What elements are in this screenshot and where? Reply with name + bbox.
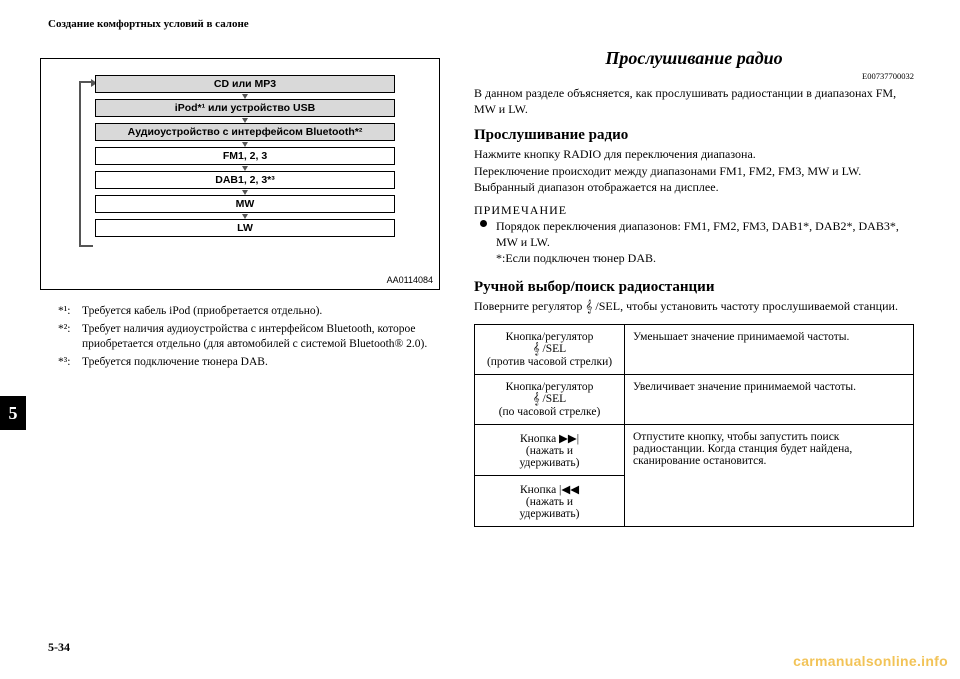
diagram-row: DAB1, 2, 3*³ <box>95 171 395 189</box>
diagram-row: CD или MP3 <box>95 75 395 93</box>
mode-cycle-diagram: CD или MP3 iPod*¹ или устройство USB Аудио… <box>40 58 440 290</box>
controls-table: Кнопка/регулятор𝄞 /SEL(против часовой ст… <box>474 324 914 527</box>
diagram-row: MW <box>95 195 395 213</box>
diagram-row: Аудиоустройство с интерфейсом Bluetooth*… <box>95 123 395 141</box>
table-row: Кнопка ▶▶|(нажать иудерживать)Отпустите … <box>475 424 914 475</box>
paragraph: Переключение происходит между диапазонам… <box>474 163 914 179</box>
diagram-code: AA0114084 <box>387 275 433 285</box>
control-desc-cell: Уменьшает значение принимаемой частоты. <box>625 324 914 374</box>
table-row: Кнопка/регулятор𝄞 /SEL(по часовой стрелк… <box>475 374 914 424</box>
paragraph: Нажмите кнопку RADIO для переключения ди… <box>474 146 914 162</box>
left-column: CD или MP3 iPod*¹ или устройство USB Аудио… <box>30 18 450 527</box>
watermark: carmanualsonline.info <box>793 653 948 669</box>
footnote: *³:Требуется подключение тюнера DAB. <box>58 355 450 371</box>
bullet-icon <box>480 220 487 227</box>
topic-code: E00737700032 <box>474 71 914 81</box>
intro-paragraph: В данном разделе объясняется, как прослу… <box>474 85 914 117</box>
footnote: *²:Требует наличия аудиоустройства с инт… <box>58 322 450 353</box>
control-name-cell: Кнопка/регулятор𝄞 /SEL(против часовой ст… <box>475 324 625 374</box>
subheading-listen: Прослушивание радио <box>474 127 914 144</box>
diagram-row: iPod*¹ или устройство USB <box>95 99 395 117</box>
paragraph: Выбранный диапазон отображается на диспл… <box>474 179 914 195</box>
control-name-cell: Кнопка/регулятор𝄞 /SEL(по часовой стрелк… <box>475 374 625 424</box>
note-label: ПРИМЕЧАНИЕ <box>474 203 914 218</box>
control-name-cell: Кнопка |◀◀(нажать иудерживать) <box>475 475 625 526</box>
page-number: 5-34 <box>48 640 70 655</box>
table-row: Кнопка/регулятор𝄞 /SEL(против часовой ст… <box>475 324 914 374</box>
page-title: Прослушивание радио <box>474 48 914 69</box>
paragraph: Поверните регулятор 𝄞 /SEL, чтобы устано… <box>474 298 914 314</box>
footnotes: *¹:Требуется кабель iPod (приобретается … <box>58 304 450 370</box>
note-text: Порядок переключения диапазонов: FM1, FM… <box>496 219 899 249</box>
control-name-cell: Кнопка ▶▶|(нажать иудерживать) <box>475 424 625 475</box>
note-subtext: *:Если подключен тюнер DAB. <box>496 251 656 265</box>
diagram-row: FM1, 2, 3 <box>95 147 395 165</box>
subheading-manual: Ручной выбор/поиск радиостанции <box>474 279 914 296</box>
control-desc-cell: Увеличивает значение принимаемой частоты… <box>625 374 914 424</box>
control-desc-cell: Отпустите кнопку, чтобы запустить поиск … <box>625 424 914 526</box>
section-header: Создание комфортных условий в салоне <box>48 18 249 30</box>
footnote: *¹:Требуется кабель iPod (приобретается … <box>58 304 450 320</box>
diagram-row: LW <box>95 219 395 237</box>
right-column: Прослушивание радио E00737700032 В данно… <box>474 18 914 527</box>
note-body: Порядок переключения диапазонов: FM1, FM… <box>496 218 914 267</box>
chapter-tab: 5 <box>0 396 26 430</box>
